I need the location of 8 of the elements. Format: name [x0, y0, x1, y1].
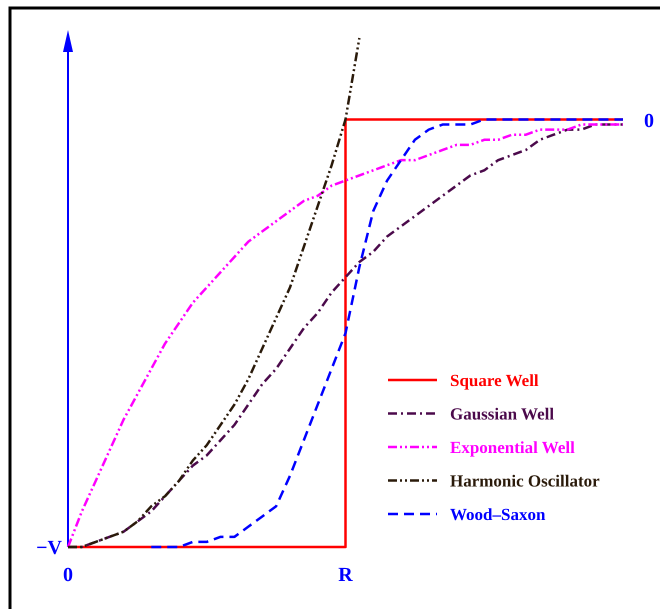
x-tick-label: R: [338, 564, 354, 586]
text: 0: [644, 110, 654, 132]
annotation: −V: [36, 537, 63, 559]
legend-label: Wood–Saxon: [450, 505, 546, 524]
legend-label: Harmonic Oscillator: [450, 472, 600, 490]
legend-label: Square Well: [450, 371, 539, 390]
legend-label: Gaussian Well: [450, 404, 554, 424]
legend-label: Exponential Well: [450, 438, 576, 457]
